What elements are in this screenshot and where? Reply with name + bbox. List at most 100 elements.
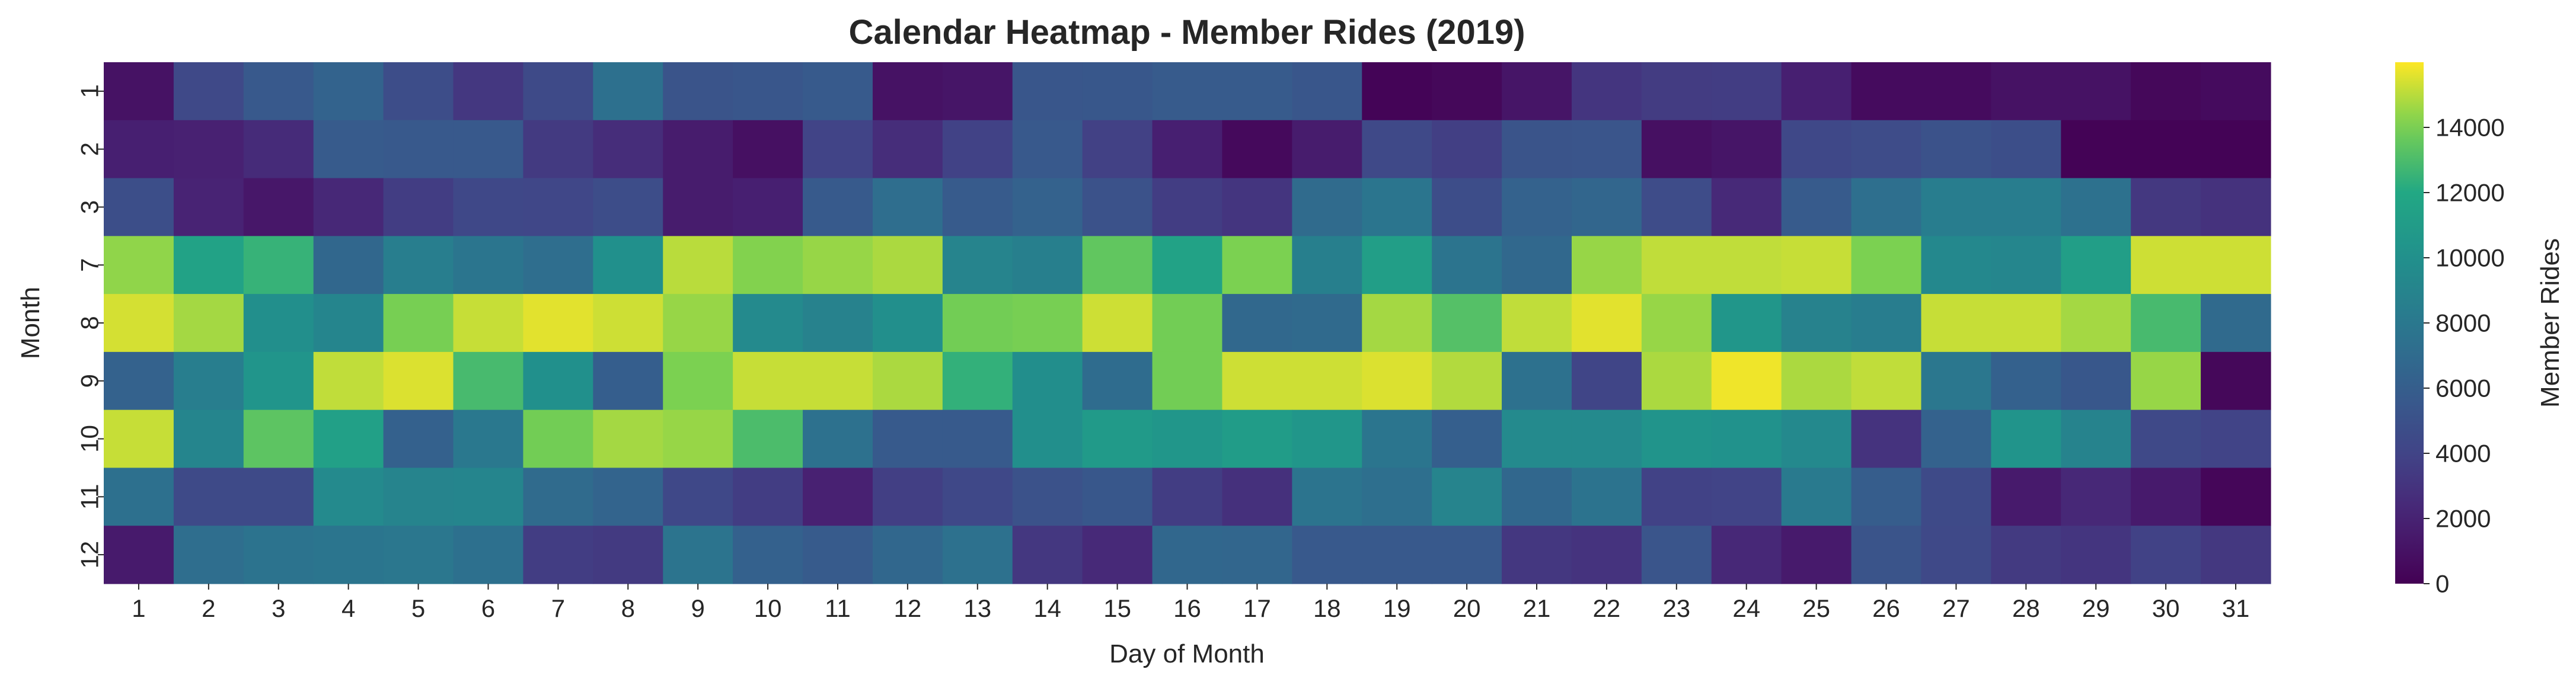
heatmap-cell — [593, 351, 663, 411]
y-tick-label: 10 — [76, 425, 104, 453]
heatmap-cell — [523, 236, 593, 295]
heatmap-cell — [1781, 120, 1852, 179]
heatmap-cell — [383, 294, 454, 353]
heatmap-cell — [1362, 468, 1432, 526]
colorbar-tick-label: 0 — [2435, 570, 2449, 598]
x-tick-label: 1 — [132, 594, 145, 622]
heatmap-cell — [2061, 351, 2131, 411]
heatmap-cell — [523, 62, 593, 121]
x-tick-label: 7 — [551, 594, 565, 622]
heatmap-cell — [1571, 409, 1642, 469]
heatmap-cell — [1292, 178, 1362, 236]
heatmap-cell — [1571, 294, 1642, 353]
heatmap-cell — [1082, 294, 1153, 353]
heatmap-cell — [2061, 62, 2131, 121]
heatmap-cell — [593, 526, 663, 584]
x-tick-label: 14 — [1033, 594, 1061, 622]
x-tick-label: 22 — [1593, 594, 1621, 622]
heatmap-cell — [663, 526, 733, 584]
heatmap-cell — [1082, 236, 1153, 295]
heatmap-cell — [1851, 468, 1922, 526]
heatmap-cell — [1152, 62, 1223, 121]
heatmap-cell — [383, 62, 454, 121]
heatmap-cell — [1641, 351, 1712, 411]
heatmap-cell — [1781, 62, 1852, 121]
heatmap-cell — [872, 294, 943, 353]
heatmap-cell — [1012, 526, 1083, 584]
heatmap-cell — [243, 62, 314, 121]
heatmap-cell — [1082, 120, 1153, 179]
x-tick-label: 12 — [894, 594, 922, 622]
heatmap-cell — [383, 468, 454, 526]
heatmap-cell — [2201, 294, 2271, 353]
heatmap-cell — [663, 178, 733, 236]
heatmap-cell — [104, 468, 174, 526]
heatmap-cell — [663, 294, 733, 353]
y-tick-label: 11 — [76, 484, 104, 510]
colorbar-tick-label: 4000 — [2435, 440, 2491, 468]
heatmap-cell — [1222, 178, 1292, 236]
heatmap-cell — [104, 178, 174, 236]
heatmap-cell — [1082, 178, 1153, 236]
heatmap-cell — [1502, 526, 1572, 584]
heatmap-cell — [1292, 62, 1362, 121]
heatmap-cell — [1571, 178, 1642, 236]
x-tick-label: 20 — [1453, 594, 1481, 622]
y-tick-label: 2 — [76, 142, 104, 156]
heatmap-cell — [523, 468, 593, 526]
heatmap-cell — [942, 409, 1013, 469]
heatmap-cell — [1432, 468, 1502, 526]
heatmap-cell — [1781, 468, 1852, 526]
heatmap-cell — [942, 351, 1013, 411]
heatmap-cell — [1432, 409, 1502, 469]
y-tick-label: 7 — [76, 258, 104, 272]
x-axis-label: Day of Month — [1109, 639, 1265, 668]
heatmap-cell — [663, 351, 733, 411]
heatmap-cell — [593, 468, 663, 526]
y-axis-label: Month — [16, 287, 45, 359]
heatmap-cell — [593, 120, 663, 179]
heatmap-cell — [1781, 294, 1852, 353]
heatmap-cell — [243, 178, 314, 236]
heatmap-cell — [1222, 409, 1292, 469]
heatmap-cell — [1362, 62, 1432, 121]
heatmap-cell — [1082, 409, 1153, 469]
heatmap-cell — [803, 526, 873, 584]
colorbar-label: Member Rides — [2536, 238, 2565, 408]
heatmap-cell — [104, 351, 174, 411]
heatmap-cell — [243, 294, 314, 353]
heatmap-cell — [733, 409, 803, 469]
x-tick-label: 3 — [272, 594, 285, 622]
heatmap-cell — [733, 62, 803, 121]
x-tick-label: 9 — [691, 594, 704, 622]
heatmap-cell — [1851, 120, 1922, 179]
colorbar — [2395, 62, 2424, 584]
heatmap-cell — [2061, 178, 2131, 236]
y-tick-label: 1 — [76, 84, 104, 98]
heatmap-cell — [313, 351, 384, 411]
heatmap-cell — [942, 178, 1013, 236]
heatmap-cell — [453, 120, 524, 179]
heatmap-cell — [1502, 468, 1572, 526]
heatmap-cell — [453, 236, 524, 295]
x-tick-label: 27 — [1942, 594, 1970, 622]
heatmap-cell — [2201, 468, 2271, 526]
heatmap-cell — [872, 236, 943, 295]
heatmap-cell — [2131, 178, 2201, 236]
heatmap-cell — [104, 294, 174, 353]
heatmap-cell — [1222, 120, 1292, 179]
heatmap-cell — [453, 468, 524, 526]
heatmap-cell — [1152, 409, 1223, 469]
heatmap-cell — [1921, 236, 1991, 295]
heatmap-cell — [1152, 294, 1223, 353]
heatmap-cell — [2131, 62, 2201, 121]
heatmap-cell — [104, 120, 174, 179]
heatmap-cell — [173, 351, 244, 411]
heatmap-cell — [1921, 62, 1991, 121]
x-tick-label: 8 — [621, 594, 635, 622]
heatmap-cell — [173, 178, 244, 236]
colorbar-tick-label: 12000 — [2435, 179, 2505, 207]
heatmap-cell — [803, 351, 873, 411]
